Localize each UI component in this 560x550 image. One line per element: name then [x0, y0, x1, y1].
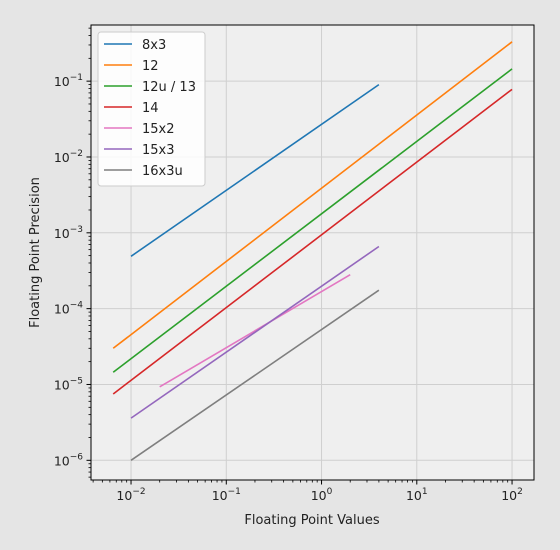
y-tick-label: 10−4 [54, 301, 83, 317]
series-line-6 [130, 289, 380, 461]
y-tick-label: 10−3 [54, 225, 83, 241]
legend-label: 8x3 [142, 38, 166, 53]
grid-lines [91, 25, 534, 480]
x-tick-label: 100 [311, 487, 333, 503]
x-tick-label: 10−2 [116, 487, 145, 503]
series-line-3 [112, 88, 513, 395]
x-tick-label: 102 [501, 487, 523, 503]
legend-label: 15x2 [142, 122, 175, 137]
y-tick-label: 10−5 [54, 376, 83, 392]
x-tick-label: 10−1 [212, 487, 241, 503]
y-axis-label: Floating Point Precision [28, 177, 43, 328]
series-line-0 [130, 83, 380, 257]
legend-label: 12 [142, 59, 159, 74]
legend-label: 16x3u [142, 164, 183, 179]
legend-box [97, 31, 206, 187]
y-tick-label: 10−6 [54, 452, 83, 468]
series-line-5 [130, 245, 380, 419]
x-axis-label: Floating Point Values [244, 513, 379, 528]
series-lines [112, 41, 513, 461]
axis-ticks: 10−2 10−1 100 101 102 10−6 10−5 10−4 10−3 10−2 10−… [54, 27, 523, 503]
y-tick-label: 10−1 [54, 73, 83, 89]
series-line-1 [112, 41, 513, 349]
series-line-4 [159, 274, 351, 388]
series-line-2 [112, 68, 513, 373]
legend-label: 12u / 13 [142, 80, 196, 95]
x-tick-label: 101 [406, 487, 428, 503]
legend-label: 14 [142, 101, 159, 116]
legend-label: 15x3 [142, 143, 175, 158]
y-tick-label: 10−2 [54, 149, 83, 165]
legend: 8x3 12 12u / 13 14 15x2 15x3 16x3u [97, 31, 206, 187]
